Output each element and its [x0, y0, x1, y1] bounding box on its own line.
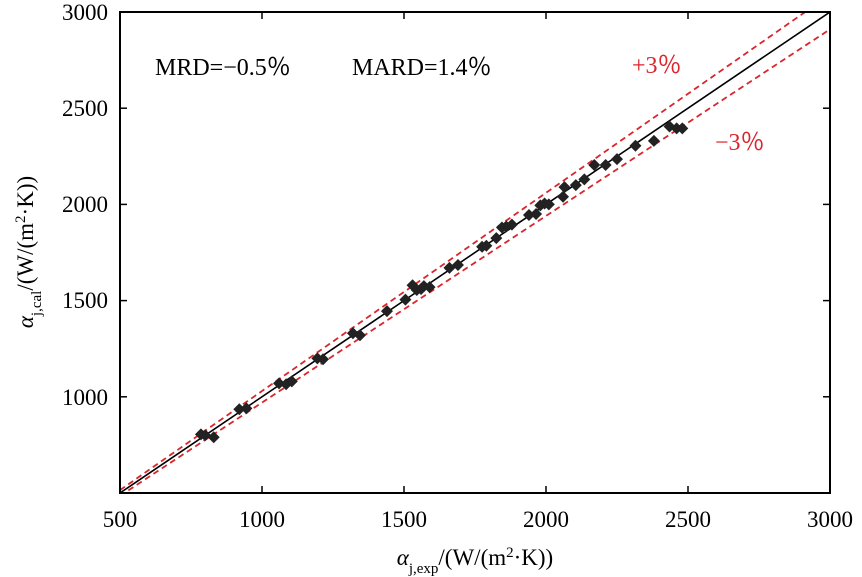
data-point — [522, 208, 535, 221]
data-point — [611, 153, 623, 166]
data-point — [542, 198, 555, 211]
data-point — [569, 179, 582, 192]
data-point — [578, 173, 591, 186]
plot-frame — [119, 11, 831, 494]
data-markers — [194, 120, 689, 444]
data-point — [273, 377, 286, 390]
y-tick-label: 2500 — [62, 96, 108, 121]
data-point — [207, 431, 220, 444]
data-point — [353, 329, 366, 342]
data-point — [317, 353, 330, 366]
y-tick-label: 2000 — [62, 192, 108, 217]
x-tick-label: 2500 — [665, 507, 711, 532]
minus-3-percent-line — [122, 28, 830, 493]
data-point — [380, 305, 393, 318]
y-tick-label: 1500 — [62, 288, 108, 313]
data-point — [588, 158, 601, 171]
x-tick-label: 2000 — [523, 507, 569, 532]
data-point — [480, 239, 493, 252]
data-point — [451, 259, 464, 272]
x-tick-label: 500 — [103, 507, 138, 532]
y-axis-title: αj,cal/(W/(m2·K)) — [13, 176, 45, 328]
data-point — [199, 429, 212, 442]
y-tick-label: 1000 — [62, 385, 108, 410]
data-point — [647, 134, 660, 147]
data-point — [676, 122, 689, 135]
x-axis-title: αj,exp/(W/(m2·K)) — [397, 545, 553, 577]
data-point — [558, 181, 571, 194]
plus-3-percent-label: +3％ — [632, 53, 682, 79]
x-tick-labels: 500 1000 1500 2000 2500 3000 — [103, 507, 853, 532]
x-tick-label: 3000 — [807, 507, 853, 532]
data-point — [599, 158, 612, 171]
data-point — [505, 218, 518, 231]
y-tick-labels: 1000 1500 2000 2500 3000 — [62, 0, 108, 410]
x-tick-label: 1000 — [239, 507, 285, 532]
x-tick-label: 1500 — [381, 507, 427, 532]
data-point — [233, 403, 246, 416]
data-point — [629, 139, 642, 152]
data-point — [285, 375, 298, 388]
data-point — [530, 208, 543, 221]
axis-ticks — [119, 11, 831, 493]
data-point — [557, 190, 570, 203]
data-point — [399, 293, 412, 306]
minus-3-percent-label: −3％ — [715, 130, 765, 156]
mrd-annotation: MRD=−0.5％ — [155, 55, 291, 81]
parity-line — [120, 12, 830, 493]
data-point — [423, 281, 436, 294]
data-point — [240, 402, 253, 415]
data-point — [490, 232, 503, 245]
y-tick-label: 3000 — [62, 0, 108, 25]
mard-annotation: MARD=1.4％ — [352, 55, 492, 81]
